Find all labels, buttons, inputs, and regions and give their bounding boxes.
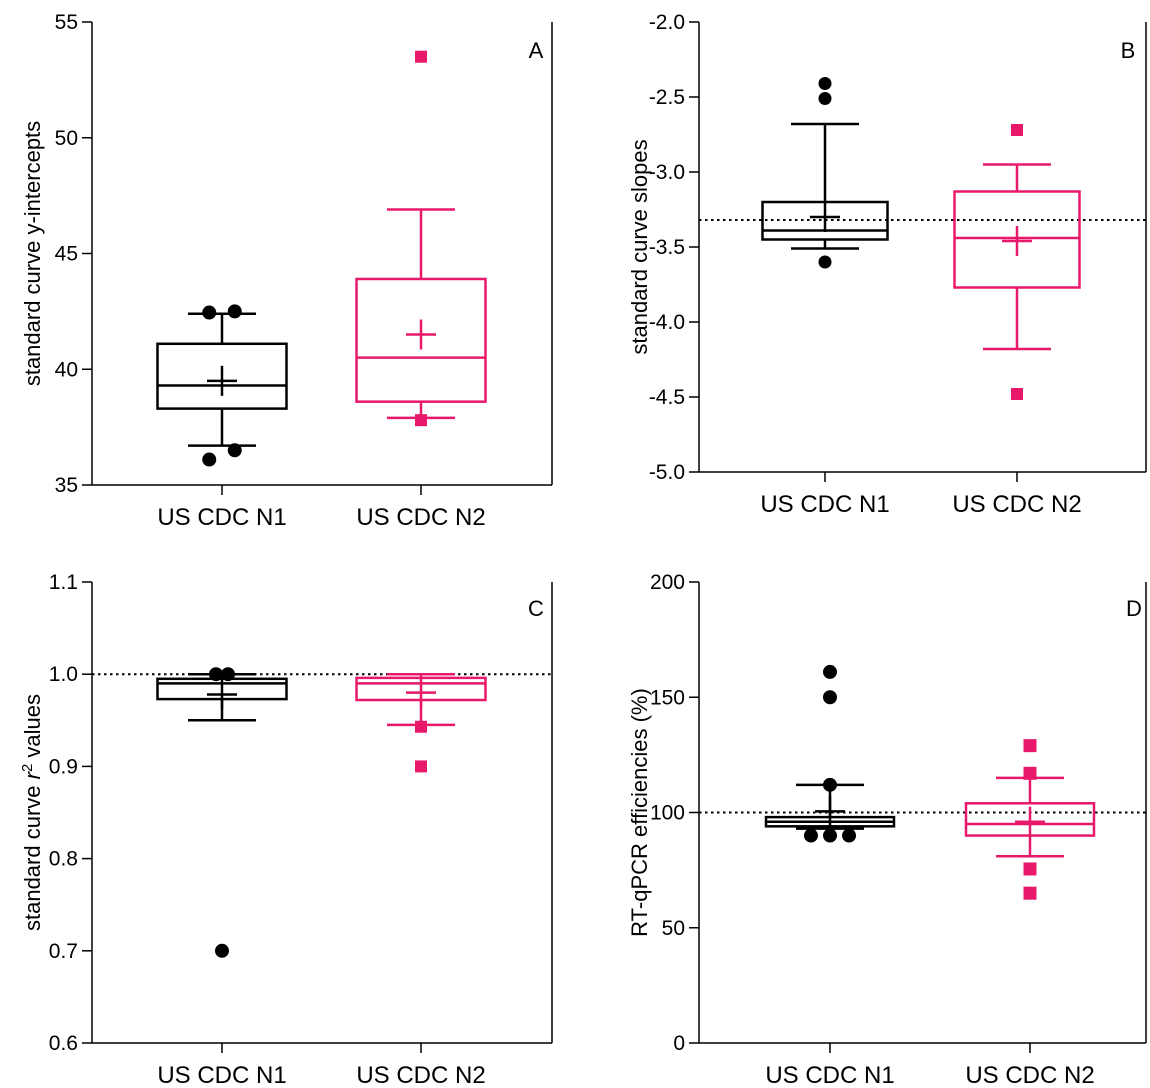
- box-plot-n1: [761, 77, 889, 269]
- y-tick-label: 1.0: [49, 663, 78, 686]
- y-tick-label: 45: [55, 243, 78, 266]
- y-tick-label: 0: [673, 1032, 685, 1055]
- outlier-point: [823, 777, 837, 792]
- outlier-point: [209, 667, 223, 682]
- outlier-point: [818, 92, 832, 105]
- y-tick-label: 1.1: [49, 571, 78, 594]
- y-tick-label: 0.8: [49, 848, 78, 871]
- outlier-point: [1023, 886, 1037, 900]
- y-tick-label: 55: [55, 11, 78, 34]
- y-tick-label: -2.5: [649, 86, 685, 109]
- x-category-label: US CDC N2: [356, 504, 485, 531]
- box-plot-n2: [953, 124, 1081, 400]
- outlier-point: [1023, 862, 1037, 876]
- box-plot-n2: [964, 739, 1096, 900]
- outlier-point: [1023, 766, 1037, 780]
- outlier-point: [227, 304, 242, 319]
- outlier-point: [842, 828, 857, 843]
- outlier-point: [415, 414, 427, 427]
- iqr-box: [953, 190, 1081, 289]
- y-tick-label: -4.0: [649, 311, 685, 334]
- panel-letter: A: [529, 38, 544, 63]
- outlier-point: [803, 828, 818, 843]
- outlier-point: [823, 690, 837, 705]
- x-category-label: US CDC N2: [965, 1062, 1094, 1088]
- outlier-point: [1011, 388, 1023, 400]
- y-tick-label: 0.6: [49, 1032, 78, 1055]
- y-tick-label: -5.0: [649, 461, 685, 484]
- x-category-label: US CDC N1: [760, 491, 889, 518]
- panel-letter: C: [528, 596, 544, 621]
- y-tick-label: -4.5: [649, 386, 685, 409]
- x-category-label: US CDC N1: [157, 1062, 286, 1088]
- panel-d: 0 50 100 150 200 US CDC N1 US CDC N2 RT-qPCR ef…: [627, 571, 1147, 1088]
- outlier-point: [221, 667, 235, 682]
- outlier-point: [1023, 739, 1037, 753]
- outlier-point: [818, 77, 832, 90]
- y-tick-label: -3.5: [649, 236, 685, 259]
- iqr-box: [156, 342, 288, 410]
- y-axis-title: standard curve r2 values: [19, 694, 45, 931]
- outlier-point: [202, 305, 217, 320]
- outlier-point: [415, 50, 427, 63]
- y-tick-label: -3.0: [649, 161, 685, 184]
- x-category-label: US CDC N1: [765, 1062, 894, 1088]
- iqr-box: [355, 277, 487, 403]
- y-tick-label: 0.7: [49, 940, 78, 963]
- x-category-label: US CDC N1: [157, 504, 286, 531]
- y-tick-label: 200: [650, 571, 685, 594]
- outlier-point: [823, 664, 837, 679]
- outlier-point: [202, 452, 217, 467]
- box-plot-n1: [156, 304, 288, 467]
- box-plot-n2: [355, 50, 487, 427]
- y-axis-title: standard curve y-intercepts: [20, 121, 45, 386]
- panel-a: 35 40 45 50 55 US CDC N1 US CDC N2 standard cur…: [20, 11, 553, 531]
- y-tick-label: 40: [55, 358, 78, 381]
- x-category-label: US CDC N2: [952, 491, 1081, 518]
- panel-letter: D: [1126, 596, 1142, 621]
- x-category-label: US CDC N2: [356, 1062, 485, 1088]
- box-plot-n1: [156, 667, 288, 958]
- outlier-point: [415, 720, 427, 733]
- y-tick-label: 0.9: [49, 755, 78, 778]
- outlier-point: [415, 760, 427, 773]
- y-tick-label: 100: [650, 802, 685, 825]
- y-axis-title: standard curve slopes: [627, 139, 652, 354]
- y-tick-label: 150: [650, 686, 685, 709]
- y-tick-label: 50: [662, 917, 685, 940]
- outlier-point: [823, 828, 837, 843]
- outlier-point: [1011, 124, 1023, 136]
- outlier-point: [215, 943, 229, 958]
- outlier-point: [227, 443, 242, 458]
- box-plot-n2: [355, 672, 487, 773]
- y-tick-label: 35: [55, 474, 78, 497]
- outlier-point: [818, 255, 832, 269]
- panel-b: -5.0 -4.5 -4.0 -3.5 -3.0 -2.5 -2.0 US CDC N1 US …: [627, 11, 1147, 518]
- panel-c: 0.6 0.7 0.8 0.9 1.0 1.1 US CDC N1 US CDC N2 stan…: [19, 571, 553, 1088]
- box-plot-n1: [764, 664, 896, 843]
- y-axis-title: RT-qPCR efficiencies (%): [627, 688, 652, 937]
- panel-letter: B: [1121, 38, 1136, 63]
- y-tick-label: 50: [55, 127, 78, 150]
- y-tick-label: -2.0: [649, 11, 685, 34]
